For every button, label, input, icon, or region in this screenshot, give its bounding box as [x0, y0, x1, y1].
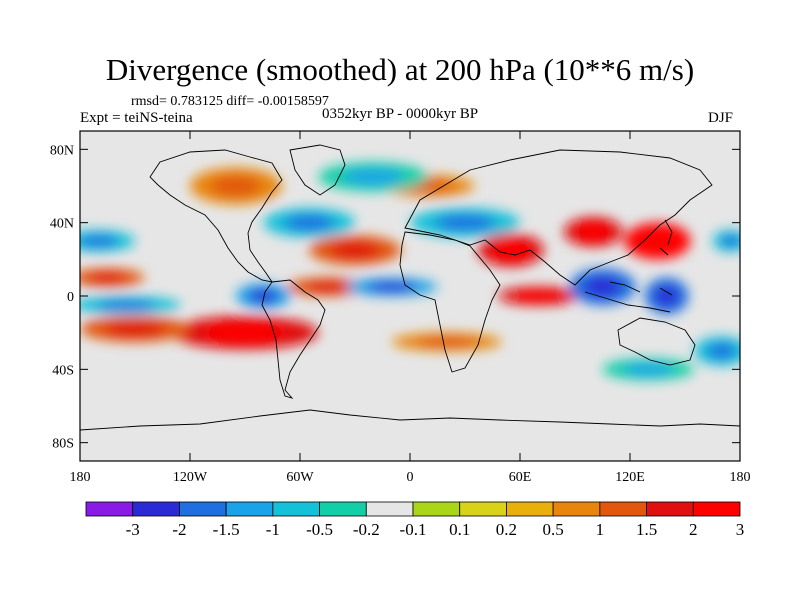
divergence-feature-core: [492, 241, 529, 260]
lon-tick-label: 60W: [286, 470, 314, 485]
colorbar-label: 0.1: [449, 520, 470, 539]
coastlines: [80, 144, 740, 431]
colorbar-swatch: [272, 501, 320, 517]
lon-tick-label: 180: [70, 470, 91, 485]
divergence-feature-core: [584, 276, 621, 297]
coast-greenland: [289, 144, 346, 196]
colorbar-label: 3: [736, 520, 745, 539]
colorbar-swatch: [132, 501, 180, 517]
divergence-field: [80, 162, 740, 381]
divergence-feature-core: [95, 300, 157, 311]
colorbar-label: -1.5: [213, 520, 240, 539]
divergence-feature-core: [416, 336, 477, 347]
colorbar-swatch: [552, 501, 601, 517]
chart-title: Divergence (smoothed) at 200 hPa (10**6 …: [105, 52, 695, 87]
divergence-feature-core: [623, 363, 674, 376]
coast-south-america: [261, 279, 326, 399]
divergence-feature-core: [516, 290, 561, 302]
lon-tick-label: 180: [730, 470, 751, 485]
colorbar-label: 1: [596, 520, 605, 539]
colorbar-label: 1.5: [636, 520, 657, 539]
colorbar-label: -3: [126, 520, 140, 539]
colorbar: -3 -2 -1.5 -1 -0.5 -0.2 -0.1 0.1 0.2 0.5 1 1.5 2 3: [85, 501, 745, 539]
map-panel: [79, 130, 741, 462]
coast-indonesia: [584, 281, 673, 313]
season-label: DJF: [708, 110, 734, 126]
lat-tick-label: 0: [67, 290, 74, 305]
divergence-feature-core: [329, 242, 381, 259]
colorbar-swatch: [692, 501, 741, 517]
colorbar-label: 0.5: [543, 520, 564, 539]
divergence-feature-core: [104, 321, 166, 337]
divergence-feature-core: [305, 281, 350, 292]
coast-japan: [659, 219, 673, 256]
colorbar-swatch: [365, 501, 414, 517]
colorbar-swatch: [459, 501, 507, 517]
colorbar-swatch: [179, 501, 227, 517]
divergence-feature-core: [706, 342, 737, 360]
coast-antarctica: [80, 409, 740, 431]
longitude-axis: 180 120W 60W 0 60E 120E 180: [70, 131, 751, 485]
divergence-feature-core: [283, 214, 335, 231]
coast-north-america: [149, 149, 283, 283]
divergence-feature-core: [204, 323, 286, 342]
divergence-feature-core: [248, 288, 279, 304]
colorbar-label: -2: [172, 520, 186, 539]
divergence-feature-core: [639, 230, 676, 252]
lat-tick-label: 40N: [50, 217, 74, 232]
divergence-feature-core: [720, 234, 740, 248]
divergence-feature-core: [343, 168, 404, 185]
lon-tick-label: 60E: [509, 470, 532, 485]
divergence-feature-core: [577, 223, 610, 240]
colorbar-label: -0.5: [306, 520, 333, 539]
lat-tick-label: 80N: [50, 143, 74, 158]
lon-tick-label: 0: [407, 470, 414, 485]
experiment-label: Expt = teiNS-teina: [80, 110, 193, 126]
coast-australia: [617, 317, 696, 366]
latitude-axis: 80N 40N 0 40S 80S: [50, 143, 740, 452]
colorbar-swatch: [506, 501, 554, 517]
colorbar-swatch: [85, 501, 134, 517]
colorbar-swatch: [225, 501, 274, 517]
colorbar-swatch: [412, 501, 461, 517]
colorbar-swatch: [319, 501, 367, 517]
lon-tick-label: 120W: [173, 470, 208, 485]
coast-africa: [399, 231, 501, 373]
period-label: 0352kyr BP - 0000kyr BP: [322, 106, 479, 122]
colorbar-label: 0.2: [496, 520, 517, 539]
divergence-feature-core: [654, 285, 679, 307]
colorbar-label: -0.2: [353, 520, 380, 539]
colorbar-label: 2: [689, 520, 698, 539]
rmsd-diff-stats: rmsd= 0.783125 diff= -0.00158597: [131, 94, 329, 109]
colorbar-label: -0.1: [400, 520, 427, 539]
divergence-feature-core: [87, 272, 128, 283]
divergence-feature-core: [210, 175, 262, 197]
lat-tick-label: 40S: [52, 363, 74, 378]
divergence-feature-core: [434, 214, 496, 231]
colorbar-swatch: [599, 501, 647, 517]
divergence-feature-core: [80, 234, 119, 248]
coast-europe-asia: [404, 149, 713, 286]
divergence-feature-core: [366, 281, 417, 292]
lon-tick-label: 120E: [615, 470, 645, 485]
colorbar-label: -1: [266, 520, 280, 539]
lat-tick-label: 80S: [52, 437, 74, 452]
colorbar-swatch: [646, 501, 694, 517]
